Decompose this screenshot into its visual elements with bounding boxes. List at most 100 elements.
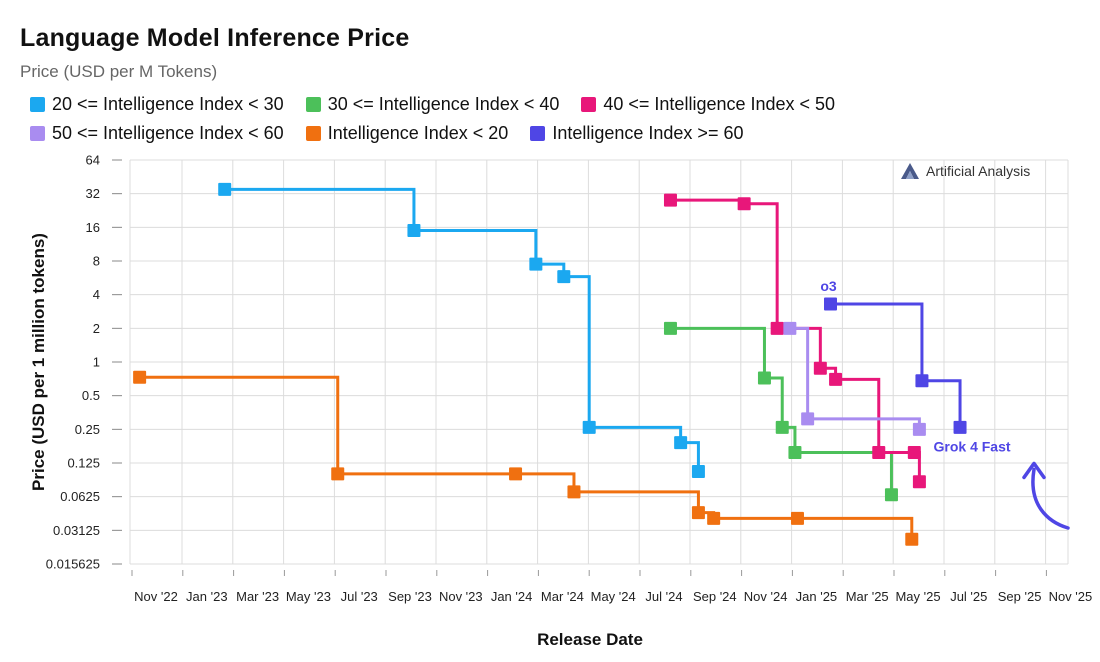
x-tick-label: Jan '24 bbox=[491, 589, 533, 604]
data-point-4-3 bbox=[567, 485, 581, 499]
x-tick-label: May '23 bbox=[286, 589, 331, 604]
data-point-3-1 bbox=[801, 412, 815, 426]
legend-row: 20 <= Intelligence Index < 30 30 <= Inte… bbox=[30, 90, 1090, 119]
legend-item-40-50[interactable]: 40 <= Intelligence Index < 50 bbox=[581, 94, 835, 115]
y-tick-label: 4 bbox=[93, 287, 100, 302]
data-point-2-3 bbox=[813, 361, 827, 375]
data-point-0-3 bbox=[557, 270, 571, 284]
grid bbox=[129, 159, 1069, 565]
x-axis-title: Release Date bbox=[537, 630, 643, 649]
data-point-1-1 bbox=[757, 371, 771, 385]
data-point-2-6 bbox=[907, 446, 921, 460]
chart-subtitle: Price (USD per M Tokens) bbox=[20, 62, 218, 81]
y-tick-label: 0.125 bbox=[67, 456, 100, 471]
y-axis-title: Price (USD per 1 million tokens) bbox=[29, 233, 48, 491]
y-tick-label: 32 bbox=[86, 186, 100, 201]
y-tick-label: 2 bbox=[93, 321, 100, 336]
y-axis-ticks: 64 32 16 8 4 2 1 0.5 0.25 0.125 0.0625 0.03125 0.015… bbox=[46, 153, 122, 572]
data-point-0-6 bbox=[691, 464, 705, 478]
legend-label: 30 <= Intelligence Index < 40 bbox=[327, 94, 560, 114]
legend-item-20-30[interactable]: 20 <= Intelligence Index < 30 bbox=[30, 94, 284, 115]
legend-label: 20 <= Intelligence Index < 30 bbox=[52, 94, 284, 114]
annotations-layer: o3 Grok 4 Fast bbox=[820, 278, 1070, 530]
y-tick-label: 0.0625 bbox=[60, 489, 100, 504]
y-tick-label: 1 bbox=[93, 355, 100, 370]
data-point-2-5 bbox=[872, 446, 886, 460]
legend-swatch bbox=[305, 126, 321, 141]
legend-swatch bbox=[30, 126, 45, 141]
x-tick-label: Mar '23 bbox=[236, 589, 279, 604]
artificial-analysis-logo-icon bbox=[901, 163, 919, 179]
data-point-1-0 bbox=[663, 321, 677, 335]
y-tick-label: 0.015625 bbox=[46, 557, 100, 572]
x-tick-label: May '25 bbox=[895, 589, 940, 604]
legend-label: 40 <= Intelligence Index < 50 bbox=[603, 94, 836, 114]
data-point-4-1 bbox=[331, 467, 345, 481]
legend-item-50-60[interactable]: 50 <= Intelligence Index < 60 bbox=[30, 123, 284, 144]
series-line-5 bbox=[830, 302, 962, 428]
chart-title: Language Model Inference Price bbox=[20, 24, 410, 52]
data-point-0-4 bbox=[582, 420, 596, 434]
brand-watermark: Artificial Analysis bbox=[900, 162, 1030, 180]
data-point-1-3 bbox=[788, 446, 802, 460]
y-tick-label: 16 bbox=[86, 220, 100, 235]
x-tick-label: May '24 bbox=[591, 589, 636, 604]
series-layer bbox=[139, 187, 962, 540]
x-tick-label: Nov '22 bbox=[134, 589, 178, 604]
legend-swatch bbox=[305, 97, 321, 112]
data-point-4-5 bbox=[707, 511, 721, 525]
data-point-4-7 bbox=[905, 532, 919, 546]
markers-layer bbox=[133, 182, 967, 546]
data-point-3-2 bbox=[912, 422, 926, 436]
x-tick-label: Sep '24 bbox=[693, 589, 737, 604]
data-point-5-2 bbox=[953, 420, 967, 434]
legend-row: 50 <= Intelligence Index < 60 Intelligen… bbox=[30, 119, 1090, 148]
data-point-2-2 bbox=[770, 321, 784, 335]
x-tick-label: Nov '24 bbox=[744, 589, 788, 604]
x-tick-label: Jul '23 bbox=[341, 589, 378, 604]
brand-name: Artificial Analysis bbox=[926, 163, 1031, 179]
data-point-3-0 bbox=[783, 321, 797, 335]
legend-swatch bbox=[581, 97, 597, 112]
x-tick-label: Nov '25 bbox=[1049, 589, 1093, 604]
x-tick-label: Jan '23 bbox=[186, 589, 228, 604]
legend-item-gte-60[interactable]: Intelligence Index >= 60 bbox=[530, 123, 743, 144]
y-tick-label: 64 bbox=[86, 153, 100, 168]
legend-item-30-40[interactable]: 30 <= Intelligence Index < 40 bbox=[305, 94, 560, 115]
x-axis-ticks: Nov '22 Jan '23 Mar '23 May '23 Jul '23 Sep '… bbox=[131, 570, 1093, 604]
data-point-2-1 bbox=[737, 197, 751, 211]
data-point-4-0 bbox=[133, 370, 147, 384]
annotation-o3: o3 bbox=[820, 278, 837, 294]
y-tick-label: 8 bbox=[93, 254, 100, 269]
legend-label: Intelligence Index < 20 bbox=[327, 123, 509, 143]
x-tick-label: Jul '25 bbox=[950, 589, 987, 604]
legend-item-lt-20[interactable]: Intelligence Index < 20 bbox=[305, 123, 509, 144]
x-tick-label: Mar '25 bbox=[846, 589, 889, 604]
y-tick-label: 0.5 bbox=[82, 388, 100, 403]
data-point-5-1 bbox=[915, 374, 929, 388]
data-point-1-4 bbox=[884, 488, 898, 502]
x-tick-label: Jul '24 bbox=[645, 589, 682, 604]
data-point-0-0 bbox=[218, 182, 232, 196]
data-point-0-2 bbox=[529, 257, 543, 271]
legend-label: 50 <= Intelligence Index < 60 bbox=[52, 123, 284, 143]
legend-swatch bbox=[30, 97, 45, 112]
legend-label: Intelligence Index >= 60 bbox=[552, 123, 744, 143]
x-tick-label: Mar '24 bbox=[541, 589, 584, 604]
data-point-1-2 bbox=[775, 420, 789, 434]
x-tick-label: Jan '25 bbox=[796, 589, 838, 604]
legend-swatch bbox=[530, 126, 546, 141]
legend: 20 <= Intelligence Index < 30 30 <= Inte… bbox=[30, 90, 1090, 148]
data-point-2-0 bbox=[663, 193, 677, 207]
data-point-2-4 bbox=[829, 372, 843, 386]
data-point-0-5 bbox=[674, 436, 688, 450]
annotation-arrow bbox=[1031, 467, 1070, 530]
data-point-4-2 bbox=[509, 467, 523, 481]
y-tick-label: 0.25 bbox=[75, 422, 100, 437]
data-point-4-6 bbox=[790, 511, 804, 525]
x-tick-label: Sep '25 bbox=[998, 589, 1042, 604]
x-tick-label: Nov '23 bbox=[439, 589, 483, 604]
y-tick-label: 0.03125 bbox=[53, 523, 100, 538]
data-point-5-0 bbox=[824, 297, 837, 311]
